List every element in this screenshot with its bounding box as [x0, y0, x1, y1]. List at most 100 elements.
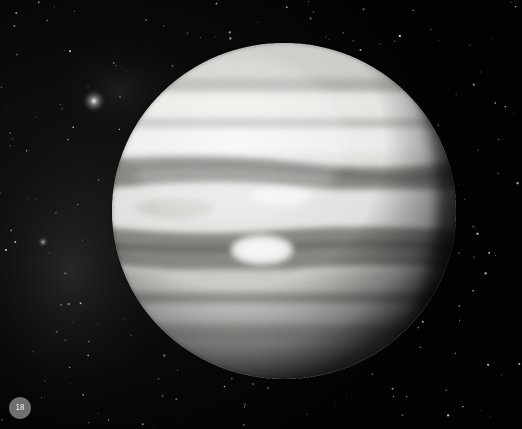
star: [516, 182, 519, 185]
star: [76, 203, 79, 206]
star: [119, 355, 121, 357]
star: [412, 9, 414, 12]
star: [61, 108, 63, 110]
page-number-badge: 18: [9, 397, 31, 419]
star: [55, 212, 57, 214]
star: [474, 227, 476, 229]
star: [229, 37, 232, 40]
star: [501, 374, 503, 376]
star: [514, 5, 517, 8]
star: [223, 385, 226, 388]
star: [401, 414, 404, 417]
star: [487, 363, 490, 366]
star: [458, 305, 461, 307]
star: [479, 410, 481, 412]
star: [97, 412, 99, 414]
star: [96, 323, 97, 325]
star: [285, 6, 288, 9]
star: [256, 39, 257, 41]
star: [446, 414, 450, 417]
star: [37, 1, 40, 4]
star: [13, 25, 16, 27]
star: [500, 220, 502, 222]
star: [175, 398, 178, 401]
star: [438, 39, 440, 41]
faint-star: [37, 236, 49, 248]
star: [15, 11, 18, 15]
star: [472, 83, 475, 86]
star: [35, 199, 37, 201]
star: [142, 423, 144, 425]
star: [54, 6, 55, 8]
star: [510, 1, 512, 3]
star: [200, 36, 202, 38]
star: [68, 366, 71, 369]
star: [82, 393, 85, 396]
star: [54, 294, 56, 296]
star: [242, 424, 245, 426]
star: [489, 415, 491, 417]
star: [342, 32, 344, 34]
star: [488, 251, 491, 254]
star: [27, 198, 28, 199]
star: [44, 380, 46, 382]
star: [55, 330, 58, 333]
star: [230, 377, 233, 380]
star: [130, 334, 132, 336]
star: [88, 422, 90, 424]
star: [97, 179, 100, 181]
star: [107, 419, 110, 421]
star: [455, 95, 457, 97]
star: [458, 252, 460, 254]
star: [430, 28, 432, 31]
star: [257, 21, 259, 23]
star: [214, 36, 216, 38]
star: [4, 248, 8, 252]
star: [469, 44, 471, 46]
star: [472, 225, 474, 228]
star: [79, 302, 82, 305]
star: [417, 326, 420, 329]
star: [123, 318, 125, 320]
star: [0, 192, 1, 195]
star: [406, 396, 408, 398]
star: [72, 126, 75, 129]
star: [157, 377, 160, 380]
star: [462, 406, 464, 408]
star: [473, 256, 475, 258]
star: [126, 70, 128, 72]
star: [228, 31, 231, 34]
star: [60, 303, 63, 306]
star: [513, 113, 514, 114]
star: [76, 140, 78, 142]
star: [335, 402, 337, 404]
star: [1, 418, 3, 421]
star: [11, 138, 14, 140]
star: [491, 37, 493, 39]
star: [64, 272, 67, 275]
star: [308, 1, 309, 2]
star: [153, 87, 155, 89]
star: [145, 19, 147, 21]
star: [251, 382, 255, 386]
star: [454, 352, 457, 354]
star: [244, 403, 247, 406]
star: [421, 320, 424, 323]
star: [497, 172, 499, 174]
star: [81, 239, 84, 242]
star: [494, 255, 496, 256]
star: [309, 17, 312, 20]
star: [138, 409, 140, 411]
star: [352, 39, 355, 42]
star: [73, 10, 75, 12]
star: [186, 32, 189, 35]
star: [115, 64, 117, 67]
star: [64, 339, 67, 342]
star: [67, 138, 69, 141]
star: [458, 319, 461, 321]
star: [171, 64, 174, 67]
star: [346, 393, 347, 395]
star: [32, 351, 34, 353]
star: [41, 396, 43, 398]
